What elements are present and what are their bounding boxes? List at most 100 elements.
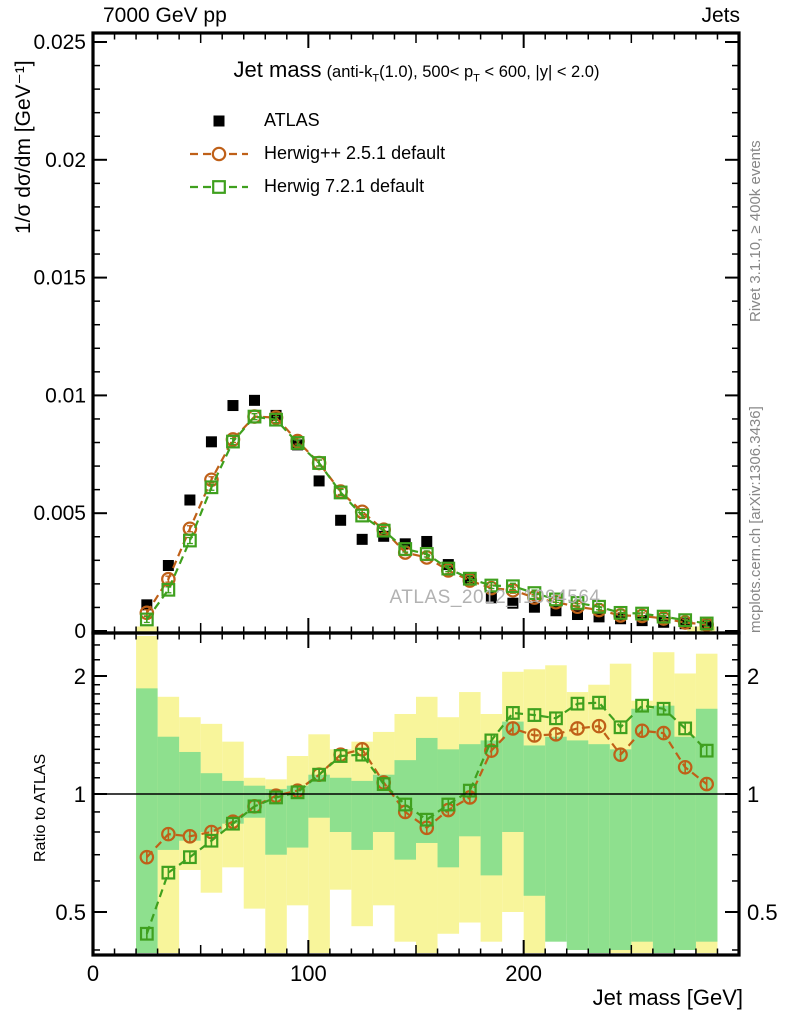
herwig7-ratio-series-marker [204,833,219,848]
header-beam-energy: 7000 GeV pp [103,4,227,27]
herwigpp-ratio-series-marker [613,747,628,762]
band-green-bin [695,708,718,942]
band-green-bin [502,721,524,832]
herwig7-ratio-series-marker [247,799,262,814]
herwig7-series-marker [183,533,197,548]
band-green-bin [329,777,352,832]
herwig7-series-marker [269,412,283,427]
herwigpp-ratio-series-marker [161,826,176,842]
herwigpp-ratio-series-marker [505,721,521,736]
side-note-mcplots: mcplots.cern.ch [arXiv:1306.3436] [747,406,764,633]
herwigpp-ratio-series-marker [570,721,585,736]
atlas-series-marker [485,592,497,604]
herwig7-series-marker [161,582,176,597]
herwig7-series-marker [376,523,391,538]
header-analysis-group: Jets [701,4,740,27]
legend-label: Herwig++ 2.5.1 default [264,143,446,163]
legend-marker-open-circle-icon [190,146,248,161]
band-green-bin [566,740,589,950]
band-green-bin [308,774,330,818]
herwig7-ratio-series-line [145,701,708,935]
plot-title-detail: (anti-kT(1.0), 500< pT < 600, |y| < 2.0) [326,63,600,85]
herwigpp-ratio-series-marker [139,849,155,865]
herwig7-series-marker [635,606,649,621]
plot-title: Jet mass (anti-kT(1.0), 500< pT < 600, |y… [93,57,740,84]
herwig7-ratio-series-marker [333,749,348,763]
x-tick-label: 100 [290,961,327,986]
band-green-bin [265,788,287,855]
atlas-series-marker [227,400,239,412]
y-main-tick-label: 0.01 [45,384,86,407]
herwig7-ratio-series-marker [656,701,671,716]
plot-title-main: Jet mass [233,57,322,82]
atlas-series-marker [313,475,325,487]
herwigpp-ratio-series-marker [677,759,693,775]
herwig7-ratio-series-marker [484,733,499,748]
x-axis-label: Jet mass [GeV] [592,985,743,1010]
band-green-bin [136,688,158,953]
herwig7-ratio-series-marker [678,721,693,736]
herwigpp-ratio-series-marker [591,718,607,734]
herwig7-series-marker [570,596,585,610]
legend: ATLAS Herwig++ 2.5.1 default Herwig 7.2.1 … [188,104,445,203]
herwigpp-ratio-series-marker [634,723,650,739]
band-green-bin [351,780,373,850]
herwig7-ratio-series-marker [441,797,456,812]
herwig7-ratio-series-marker [419,812,434,827]
y-axis-label-main: 1/σ dσ/dm [GeV⁻¹] [12,60,35,234]
herwig7-ratio-series-marker [312,767,326,782]
y-main-tick-label: 0 [74,620,86,643]
herwig7-series-marker [290,436,305,450]
band-green-bin [179,751,201,841]
herwig7-series-marker [462,571,477,586]
side-note-rivet: Rivet 3.1.10, ≥ 400k events [747,140,764,322]
herwig7-ratio-series-marker [635,698,649,713]
herwig7-series-marker [139,612,154,627]
herwig7-series-marker [699,616,714,631]
herwig7-series-marker [419,547,434,561]
herwig7-ratio-series-marker [506,706,520,720]
watermark-analysis-id: ATLAS_2012_I1094564 [389,587,601,608]
main-band-strip [136,626,158,632]
ratio-panel-series [139,695,714,941]
herwig7-ratio-series-marker [139,926,154,941]
y-ratio-tick-label-right: 0.5 [747,900,778,925]
atlas-series-marker [205,436,217,448]
herwig7-series-marker [506,579,520,594]
herwig7-series-marker [613,605,628,620]
band-green-bin [588,744,610,953]
band-green-bin [286,785,309,848]
x-tick-label: 200 [505,961,542,986]
legend-item: ATLAS [188,104,445,137]
band-green-bin [523,745,546,896]
y-ratio-tick-label-left: 0.5 [55,900,86,925]
atlas-series-marker [356,533,368,545]
atlas-series-marker [421,535,433,547]
herwig7-series-marker [484,578,499,593]
herwig7-ratio-series-marker [183,850,197,865]
legend-item: Herwig++ 2.5.1 default [188,137,445,170]
y-ratio-tick-label-right: 2 [747,664,759,689]
subscript: T [473,72,480,85]
herwig7-series-marker [656,609,671,624]
subscript: T [372,72,380,85]
herwig7-series-marker [527,586,542,600]
legend-marker-filled-square-icon [213,115,225,126]
herwig7-series-marker [355,508,370,523]
atlas-series-marker [335,514,347,526]
band-green-bin [545,736,567,942]
atlas-series-marker [550,605,562,617]
herwig7-series-marker [441,561,456,576]
herwig7-series-marker [549,592,563,607]
legend-marker-open-square-icon [190,179,248,194]
herwigpp-ratio-series-marker [182,828,198,844]
herwig7-series-marker [333,485,348,500]
herwig7-series-marker [678,613,693,628]
atlas-series-marker [184,494,196,506]
herwig7-ratio-series-marker [161,865,176,880]
herwig7-ratio-series-marker [398,797,413,812]
herwig7-ratio-series-marker [527,708,542,722]
herwig7-series-marker [226,434,240,449]
herwig7-ratio-series-marker [549,711,563,726]
